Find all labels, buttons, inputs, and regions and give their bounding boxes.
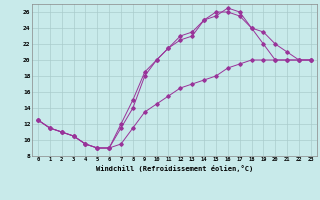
X-axis label: Windchill (Refroidissement éolien,°C): Windchill (Refroidissement éolien,°C)	[96, 165, 253, 172]
